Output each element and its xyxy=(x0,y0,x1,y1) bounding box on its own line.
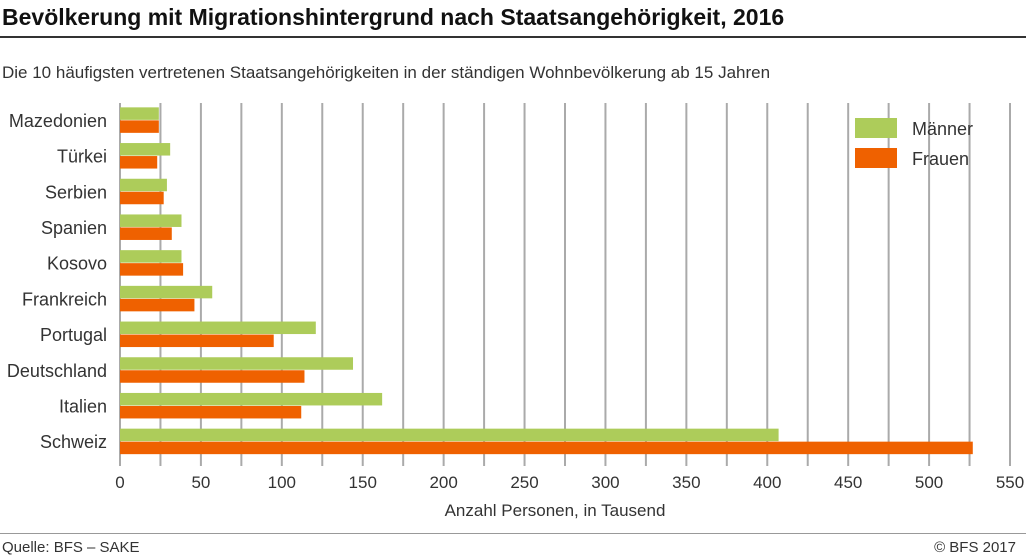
x-tick-label: 300 xyxy=(591,473,619,492)
category-label: Mazedonien xyxy=(9,111,107,131)
legend-label: Männer xyxy=(912,119,973,139)
bar-frauen xyxy=(120,156,158,169)
x-tick-label: 450 xyxy=(834,473,862,492)
chart-title: Bevölkerung mit Migrationshintergrund na… xyxy=(2,4,785,30)
bar-männer xyxy=(120,321,316,335)
legend-swatch xyxy=(855,118,897,138)
x-tick-label: 200 xyxy=(429,473,457,492)
bar-männer xyxy=(120,143,171,156)
bar-frauen xyxy=(120,334,274,348)
source-note: Quelle: BFS – SAKE xyxy=(2,539,140,556)
bar-männer xyxy=(120,214,182,227)
bar-männer xyxy=(120,392,383,406)
x-tick-label: 50 xyxy=(191,473,210,492)
bar-frauen xyxy=(120,263,184,276)
category-label: Frankreich xyxy=(22,289,107,309)
chart-subtitle: Die 10 häufigsten vertretenen Staatsange… xyxy=(2,63,771,82)
bar-frauen xyxy=(120,298,195,312)
x-tick-label: 100 xyxy=(268,473,296,492)
category-label: Kosovo xyxy=(47,254,107,274)
category-label: Schweiz xyxy=(40,432,107,452)
bar-männer xyxy=(120,428,779,442)
bar-männer xyxy=(120,178,167,192)
bar-frauen xyxy=(120,120,159,133)
legend-label: Frauen xyxy=(912,149,969,169)
title-rule xyxy=(0,36,1026,38)
bar-männer xyxy=(120,285,213,299)
category-label: Deutschland xyxy=(7,361,107,381)
bar-frauen xyxy=(120,441,973,455)
x-tick-label: 500 xyxy=(915,473,943,492)
bar-männer xyxy=(120,357,354,370)
legend-swatch xyxy=(855,148,897,168)
x-axis-label: Anzahl Personen, in Tausend xyxy=(445,501,666,520)
bar-frauen xyxy=(120,227,172,240)
category-label: Portugal xyxy=(40,325,107,345)
bar-frauen xyxy=(120,370,305,383)
x-tick-label: 550 xyxy=(996,473,1024,492)
category-label: Spanien xyxy=(41,218,107,238)
bar-frauen xyxy=(120,405,302,419)
x-tick-label: 0 xyxy=(115,473,124,492)
bar-männer xyxy=(120,107,159,120)
category-label: Serbien xyxy=(45,182,107,202)
copyright: © BFS 2017 xyxy=(934,539,1016,556)
footer-rule xyxy=(0,533,1026,534)
x-tick-label: 250 xyxy=(510,473,538,492)
x-tick-label: 150 xyxy=(349,473,377,492)
bar-frauen xyxy=(120,191,164,205)
category-label: Türkei xyxy=(57,147,107,167)
x-tick-label: 350 xyxy=(672,473,700,492)
x-tick-label: 400 xyxy=(753,473,781,492)
bar-männer xyxy=(120,250,182,263)
category-label: Italien xyxy=(59,396,107,416)
